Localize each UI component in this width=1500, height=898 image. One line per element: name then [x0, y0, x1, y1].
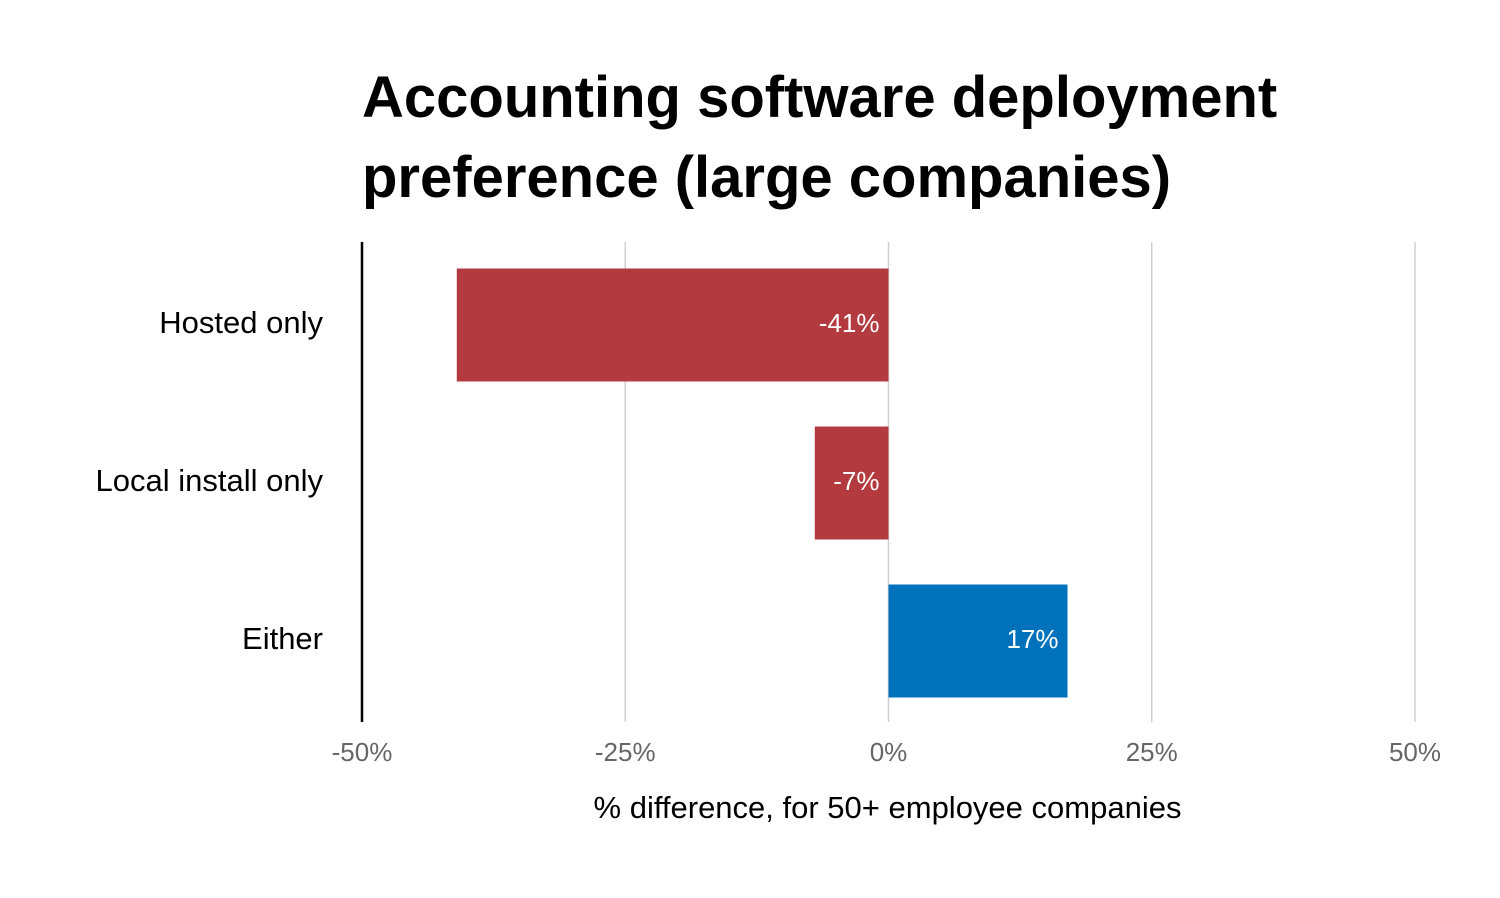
- x-tick-label: -50%: [332, 737, 393, 767]
- x-tick-label: 0%: [870, 737, 908, 767]
- x-tick-label: 25%: [1126, 737, 1178, 767]
- value-label: 17%: [1006, 624, 1058, 654]
- x-axis-label: % difference, for 50+ employee companies: [594, 790, 1182, 825]
- value-label: -7%: [833, 466, 879, 496]
- y-tick-label: Local install only: [96, 463, 324, 498]
- bar: [814, 426, 889, 540]
- bar: [456, 268, 889, 382]
- x-tick-label: 50%: [1389, 737, 1441, 767]
- y-tick-label: Either: [242, 621, 323, 656]
- chart-title: Accounting software deployment preferenc…: [362, 65, 1278, 210]
- x-tick-label: -25%: [595, 737, 656, 767]
- value-label: -41%: [819, 308, 880, 338]
- y-tick-label: Hosted only: [159, 305, 323, 340]
- bar: [888, 584, 1068, 698]
